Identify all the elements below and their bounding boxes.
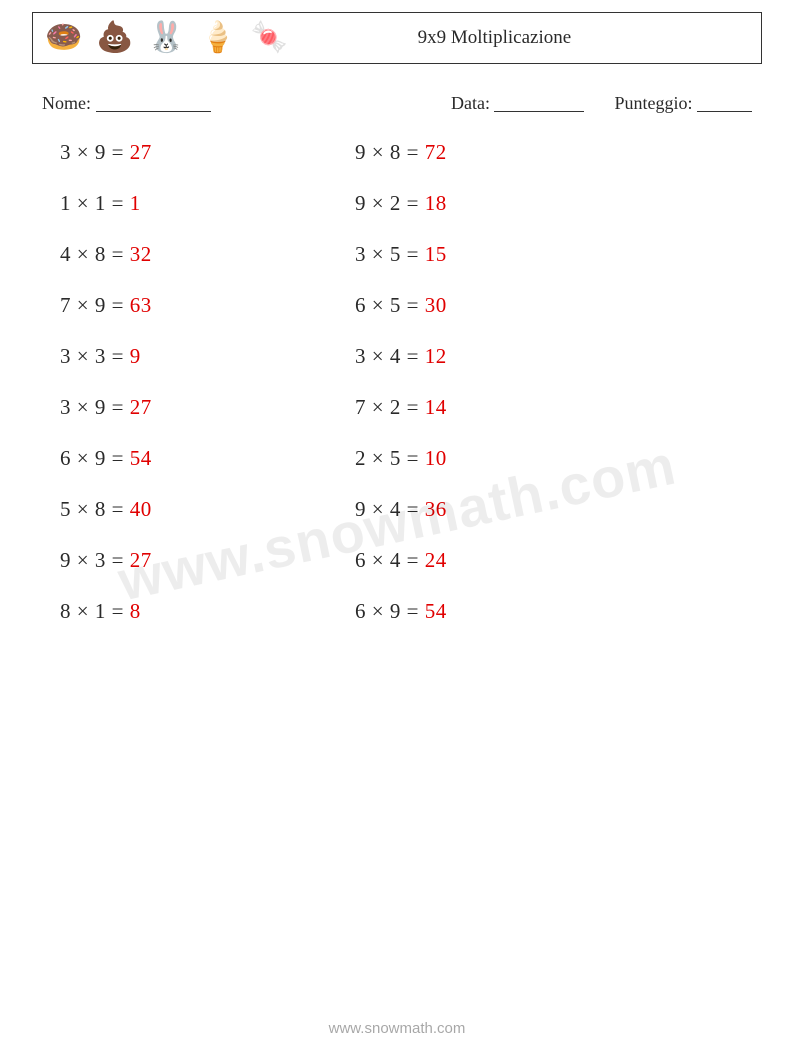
problem-cell: 7 × 2 = 14 <box>355 395 447 420</box>
equation: 2 × 5 = <box>355 446 425 471</box>
problem-cell: 6 × 5 = 30 <box>355 293 447 318</box>
equation: 6 × 9 = <box>60 446 130 471</box>
problem-cell: 9 × 4 = 36 <box>355 497 447 522</box>
header-box: 🍩 💩 🐰 🍦 🍬 9x9 Moltiplicazione <box>32 12 762 64</box>
equation: 6 × 4 = <box>355 548 425 573</box>
problem-row: 6 × 9 = 542 × 5 = 10 <box>60 446 740 471</box>
answer: 27 <box>130 140 152 165</box>
problem-row: 3 × 9 = 277 × 2 = 14 <box>60 395 740 420</box>
date-field: Data: <box>451 92 584 114</box>
problem-cell: 6 × 9 = 54 <box>60 446 355 471</box>
score-field: Punteggio: <box>614 92 752 114</box>
problem-row: 5 × 8 = 409 × 4 = 36 <box>60 497 740 522</box>
problem-cell: 1 × 1 = 1 <box>60 191 355 216</box>
worksheet-title: 9x9 Moltiplicazione <box>288 27 761 49</box>
donut-icon: 🍩 <box>45 23 82 53</box>
equation: 6 × 5 = <box>355 293 425 318</box>
answer: 10 <box>425 446 447 471</box>
name-blank[interactable] <box>96 95 211 112</box>
problems-grid: 3 × 9 = 279 × 8 = 721 × 1 = 19 × 2 = 184… <box>60 140 740 650</box>
candy-icon: 🍬 <box>250 23 287 53</box>
problem-cell: 3 × 9 = 27 <box>60 395 355 420</box>
problem-cell: 9 × 8 = 72 <box>355 140 447 165</box>
equation: 8 × 1 = <box>60 599 130 624</box>
problem-cell: 3 × 3 = 9 <box>60 344 355 369</box>
meta-row: Nome: Data: Punteggio: <box>42 92 752 114</box>
answer: 18 <box>425 191 447 216</box>
problem-cell: 3 × 4 = 12 <box>355 344 447 369</box>
problem-cell: 6 × 4 = 24 <box>355 548 447 573</box>
answer: 1 <box>130 191 141 216</box>
equation: 7 × 9 = <box>60 293 130 318</box>
worksheet-page: 🍩 💩 🐰 🍦 🍬 9x9 Moltiplicazione Nome: Data… <box>0 0 794 1053</box>
icecream-icon: 🍦 <box>199 23 236 53</box>
answer: 36 <box>425 497 447 522</box>
answer: 27 <box>130 548 152 573</box>
problem-cell: 7 × 9 = 63 <box>60 293 355 318</box>
problem-row: 3 × 3 = 93 × 4 = 12 <box>60 344 740 369</box>
problem-cell: 9 × 3 = 27 <box>60 548 355 573</box>
bunny-icon: 🐰 <box>148 23 185 53</box>
problem-row: 1 × 1 = 19 × 2 = 18 <box>60 191 740 216</box>
problem-cell: 9 × 2 = 18 <box>355 191 447 216</box>
equation: 3 × 3 = <box>60 344 130 369</box>
date-label: Data: <box>451 93 490 113</box>
answer: 72 <box>425 140 447 165</box>
answer: 9 <box>130 344 141 369</box>
equation: 3 × 5 = <box>355 242 425 267</box>
answer: 54 <box>130 446 152 471</box>
equation: 4 × 8 = <box>60 242 130 267</box>
answer: 12 <box>425 344 447 369</box>
equation: 7 × 2 = <box>355 395 425 420</box>
answer: 15 <box>425 242 447 267</box>
poop-icon: 💩 <box>96 23 133 53</box>
score-label: Punteggio: <box>614 93 692 113</box>
answer: 40 <box>130 497 152 522</box>
equation: 1 × 1 = <box>60 191 130 216</box>
header-icons: 🍩 💩 🐰 🍦 🍬 <box>33 23 288 53</box>
problem-cell: 5 × 8 = 40 <box>60 497 355 522</box>
equation: 9 × 2 = <box>355 191 425 216</box>
problem-cell: 3 × 9 = 27 <box>60 140 355 165</box>
answer: 63 <box>130 293 152 318</box>
answer: 14 <box>425 395 447 420</box>
equation: 3 × 9 = <box>60 395 130 420</box>
equation: 9 × 3 = <box>60 548 130 573</box>
answer: 24 <box>425 548 447 573</box>
answer: 30 <box>425 293 447 318</box>
footer-url: www.snowmath.com <box>0 1020 794 1037</box>
problem-row: 4 × 8 = 323 × 5 = 15 <box>60 242 740 267</box>
problem-row: 8 × 1 = 86 × 9 = 54 <box>60 599 740 624</box>
answer: 8 <box>130 599 141 624</box>
equation: 9 × 8 = <box>355 140 425 165</box>
equation: 3 × 4 = <box>355 344 425 369</box>
name-label: Nome: <box>42 93 91 113</box>
equation: 5 × 8 = <box>60 497 130 522</box>
answer: 27 <box>130 395 152 420</box>
problem-cell: 8 × 1 = 8 <box>60 599 355 624</box>
problem-cell: 2 × 5 = 10 <box>355 446 447 471</box>
problem-row: 3 × 9 = 279 × 8 = 72 <box>60 140 740 165</box>
problem-cell: 3 × 5 = 15 <box>355 242 447 267</box>
score-blank[interactable] <box>697 95 752 112</box>
equation: 3 × 9 = <box>60 140 130 165</box>
date-blank[interactable] <box>494 95 584 112</box>
problem-row: 9 × 3 = 276 × 4 = 24 <box>60 548 740 573</box>
problem-cell: 4 × 8 = 32 <box>60 242 355 267</box>
equation: 9 × 4 = <box>355 497 425 522</box>
answer: 54 <box>425 599 447 624</box>
problem-cell: 6 × 9 = 54 <box>355 599 447 624</box>
equation: 6 × 9 = <box>355 599 425 624</box>
problem-row: 7 × 9 = 636 × 5 = 30 <box>60 293 740 318</box>
name-field: Nome: <box>42 92 211 114</box>
answer: 32 <box>130 242 152 267</box>
